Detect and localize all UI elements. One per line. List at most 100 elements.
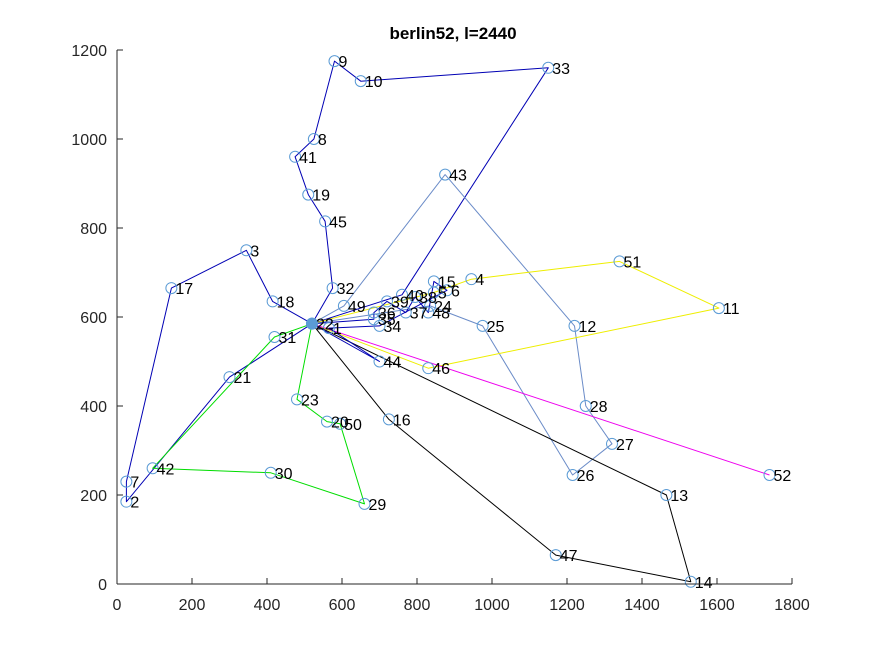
city-marker-29: [358, 497, 371, 510]
city-label-8: 8: [318, 132, 327, 149]
city-marker-23: [291, 393, 303, 406]
y-tick-label: 400: [80, 399, 107, 416]
city-label-40: 40: [406, 288, 424, 305]
city-label-49: 49: [348, 299, 366, 316]
city-marker-52: [763, 468, 776, 481]
city-marker-43: [439, 168, 452, 181]
city-marker-13: [660, 489, 673, 501]
city-marker-3: [240, 244, 253, 257]
city-marker-44: [373, 355, 386, 368]
city-label-1: 1: [333, 321, 342, 338]
city-label-39: 39: [391, 294, 409, 311]
route-8: [311, 280, 448, 362]
city-label-16: 16: [393, 412, 411, 429]
x-tick-label: 600: [329, 597, 356, 614]
city-marker-37: [399, 306, 412, 319]
route-7: [311, 323, 770, 476]
x-tick-label: 400: [254, 597, 281, 614]
city-marker-24: [424, 299, 437, 312]
x-tick-label: 1800: [774, 597, 810, 614]
city-marker-26: [566, 468, 579, 481]
route-4: [311, 174, 613, 476]
city-label-13: 13: [670, 488, 688, 505]
city-label-34: 34: [384, 319, 402, 336]
city-marker-46: [422, 362, 435, 375]
city-marker-41: [289, 150, 302, 163]
city-marker-1: [322, 322, 335, 335]
city-marker-21: [223, 371, 236, 384]
axes: 0 200 400 600 800 1000 1200 1400 1600 18000200400…: [71, 43, 809, 614]
city-marker-11: [712, 302, 725, 315]
city-marker-16: [382, 413, 395, 426]
city-marker-7: [120, 475, 133, 488]
city-label-46: 46: [432, 361, 450, 378]
city-label-27: 27: [616, 437, 634, 454]
city-marker-31: [268, 331, 281, 344]
city-label-20: 20: [331, 415, 349, 432]
city-marker-12: [568, 319, 581, 332]
x-tick-label: 1400: [624, 597, 660, 614]
y-tick-label: 200: [80, 488, 107, 505]
y-tick-label: 0: [98, 577, 107, 594]
city-label-22: 22: [316, 317, 334, 334]
city-marker-51: [613, 255, 626, 268]
city-marker-50: [334, 417, 347, 430]
city-marker-19: [302, 188, 315, 201]
city-label-12: 12: [579, 319, 597, 336]
city-label-35: 35: [378, 312, 396, 329]
city-marker-36: [367, 306, 380, 319]
y-tick-label: 1000: [71, 132, 107, 149]
city-label-9: 9: [339, 54, 348, 71]
city-label-31: 31: [279, 330, 297, 347]
city-label-45: 45: [329, 214, 347, 231]
city-marker-17: [165, 282, 178, 295]
city-marker-10: [354, 75, 367, 88]
city-label-50: 50: [344, 417, 362, 434]
x-tick-label: 1600: [699, 597, 735, 614]
depot-marker: [306, 317, 318, 330]
city-marker-42: [146, 462, 159, 475]
city-label-43: 43: [449, 168, 467, 185]
city-label-47: 47: [560, 548, 578, 565]
city-label-25: 25: [487, 319, 505, 336]
city-label-51: 51: [624, 254, 642, 271]
city-markers: [120, 55, 776, 588]
city-label-21: 21: [234, 370, 252, 387]
city-label-33: 33: [552, 61, 570, 78]
city-label-30: 30: [275, 466, 293, 483]
city-label-11: 11: [723, 301, 740, 318]
city-marker-49: [337, 299, 350, 312]
city-label-48: 48: [432, 306, 450, 323]
city-label-41: 41: [299, 150, 317, 167]
city-label-18: 18: [277, 294, 295, 311]
route-2: [294, 60, 549, 325]
city-marker-47: [549, 549, 562, 562]
x-tick-label: 1000: [474, 597, 510, 614]
x-tick-label: 1200: [549, 597, 585, 614]
y-tick-label: 600: [80, 310, 107, 327]
city-label-28: 28: [590, 399, 608, 416]
route-5: [311, 260, 720, 369]
y-tick-label: 800: [80, 221, 107, 238]
city-marker-28: [579, 400, 592, 412]
city-marker-35: [367, 313, 380, 326]
city-label-24: 24: [434, 299, 452, 316]
city-marker-40: [396, 288, 408, 301]
city-marker-25: [476, 319, 489, 332]
city-label-29: 29: [369, 497, 387, 514]
city-label-6: 6: [451, 283, 460, 300]
city-label-36: 36: [378, 306, 396, 323]
city-marker-32: [326, 282, 339, 295]
x-tick-label: 800: [404, 597, 431, 614]
city-label-7: 7: [130, 475, 139, 492]
chart-title: berlin52, l=2440: [389, 24, 516, 43]
city-marker-4: [465, 273, 478, 286]
x-tick-label: 0: [113, 597, 122, 614]
city-marker-15: [427, 275, 440, 288]
city-label-23: 23: [301, 392, 319, 409]
city-marker-39: [381, 295, 393, 308]
city-label-19: 19: [312, 188, 330, 205]
city-label-17: 17: [175, 281, 193, 298]
